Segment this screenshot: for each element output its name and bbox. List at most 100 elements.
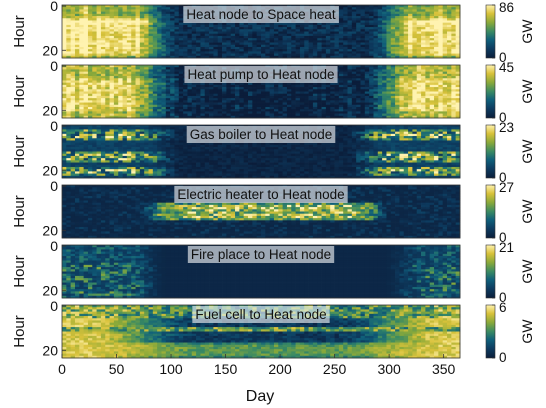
heatmap-cell xyxy=(351,89,357,92)
heatmap-cell xyxy=(126,9,132,12)
heatmap-cell xyxy=(109,164,115,168)
heatmap-cell xyxy=(135,82,141,86)
colorbar-tick-label: 0 xyxy=(499,110,507,125)
heatmap-cell xyxy=(148,127,154,130)
heatmap-cell xyxy=(239,104,245,108)
heatmap-cell xyxy=(148,31,154,35)
heatmap-cell xyxy=(92,155,97,159)
heatmap-cell xyxy=(87,46,93,50)
heatmap-cell xyxy=(217,104,223,108)
heatmap-cell xyxy=(109,175,115,179)
heatmap-cell xyxy=(442,91,448,95)
heatmap-cell xyxy=(256,55,262,59)
heatmap-cell xyxy=(87,20,93,24)
heatmap-cell xyxy=(364,27,370,30)
heatmap-cell xyxy=(304,98,309,101)
heatmap-cell xyxy=(100,27,106,30)
heatmap-cell xyxy=(204,84,210,88)
heatmap-cell xyxy=(122,98,128,101)
heatmap-cell xyxy=(235,115,240,119)
heatmap-cell xyxy=(122,173,128,177)
heatmap-cell xyxy=(66,65,72,68)
heatmap-cell xyxy=(105,91,110,95)
heatmap-cell xyxy=(252,102,258,106)
heatmap-cell xyxy=(364,82,370,86)
heatmap-cell xyxy=(421,40,426,43)
heatmap-cell xyxy=(273,91,279,95)
heatmap-cell xyxy=(269,87,275,90)
heatmap-cell xyxy=(429,106,435,110)
heatmap-cell xyxy=(403,73,409,77)
heatmap-cell xyxy=(408,13,413,17)
heatmap-cell xyxy=(222,109,227,112)
heatmap-cell xyxy=(390,80,396,84)
heatmap-cell xyxy=(243,104,249,108)
heatmap-cell xyxy=(338,16,344,19)
heatmap-cell xyxy=(105,153,110,157)
heatmap-cell xyxy=(79,9,84,12)
heatmap-cell xyxy=(408,27,413,30)
heatmap-cell xyxy=(252,87,258,90)
heatmap-cell xyxy=(321,40,327,43)
heatmap-cell xyxy=(148,18,154,21)
heatmap-cell xyxy=(161,46,167,50)
heatmap-cell xyxy=(421,73,426,77)
heatmap-cell xyxy=(87,44,93,48)
heatmap-cell xyxy=(135,73,141,77)
heatmap-cell xyxy=(135,173,141,177)
heatmap-cell xyxy=(196,104,201,108)
heatmap-cell xyxy=(356,93,361,97)
heatmap-cell xyxy=(144,136,149,139)
heatmap-cell xyxy=(338,42,344,46)
heatmap-cell xyxy=(386,27,392,30)
heatmap-cell xyxy=(126,67,132,70)
heatmap-cell xyxy=(70,67,76,70)
heatmap-cell xyxy=(243,102,249,106)
heatmap-cell xyxy=(135,38,141,41)
heatmap-cell xyxy=(299,42,305,46)
heatmap-cell xyxy=(343,44,348,48)
heatmap-cell xyxy=(403,95,409,99)
heatmap-cell xyxy=(226,93,232,97)
heatmap-cell xyxy=(79,93,84,97)
heatmap-cell xyxy=(282,98,288,101)
heatmap-cell xyxy=(139,142,145,146)
heatmap-cell xyxy=(217,53,223,57)
heatmap-cell xyxy=(226,49,232,52)
heatmap-cell xyxy=(174,29,180,32)
heatmap-cell xyxy=(70,35,76,39)
heatmap-cell xyxy=(438,91,444,95)
heatmap-cell xyxy=(96,80,102,84)
heatmap-cell xyxy=(386,33,392,37)
heatmap-cell xyxy=(161,100,167,103)
heatmap-cell xyxy=(174,115,180,119)
heatmap-cell xyxy=(351,104,357,108)
heatmap-cell xyxy=(74,82,80,86)
heatmap-cell xyxy=(343,5,348,8)
heatmap-cell xyxy=(408,53,413,57)
heatmap-cell xyxy=(425,65,431,68)
heatmap-cell xyxy=(74,162,80,166)
heatmap-cell xyxy=(183,35,188,39)
heatmap-cell xyxy=(152,136,158,139)
heatmap-cell xyxy=(157,131,162,135)
heatmap-cell xyxy=(239,102,245,106)
heatmap-cell xyxy=(144,27,149,30)
heatmap-cell xyxy=(152,80,158,84)
heatmap-cell xyxy=(70,95,76,99)
heatmap-cell xyxy=(447,46,452,50)
heatmap-cell xyxy=(178,102,184,106)
heatmap-cell xyxy=(429,102,435,106)
heatmap-cell xyxy=(200,115,206,119)
heatmap-cell xyxy=(152,115,158,119)
heatmap-cell xyxy=(126,147,132,150)
heatmap-cell xyxy=(139,55,145,59)
heatmap-cell xyxy=(92,16,97,19)
heatmap-cell xyxy=(434,18,439,21)
heatmap-cell xyxy=(148,173,154,177)
heatmap-cell xyxy=(157,95,162,99)
heatmap-cell xyxy=(161,18,167,21)
heatmap-cell xyxy=(131,173,136,177)
heatmap-cell xyxy=(83,89,89,92)
heatmap-cell xyxy=(299,24,305,28)
